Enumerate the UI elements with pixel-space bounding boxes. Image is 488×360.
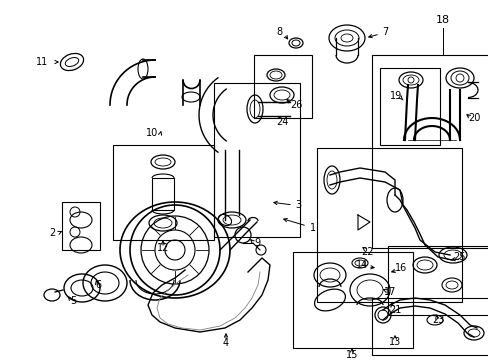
- Text: 12: 12: [157, 243, 169, 253]
- Bar: [316, 148, 461, 302]
- Bar: [214, 83, 299, 237]
- Text: 21: 21: [388, 305, 400, 315]
- Bar: [371, 298, 488, 355]
- Text: 10: 10: [145, 128, 158, 138]
- Text: 11: 11: [36, 57, 48, 67]
- Text: 19: 19: [389, 91, 401, 101]
- Bar: [253, 55, 311, 118]
- Text: 20: 20: [467, 113, 479, 123]
- Text: 8: 8: [275, 27, 282, 37]
- Text: 13: 13: [388, 337, 400, 347]
- Text: 18: 18: [435, 15, 449, 25]
- Text: 16: 16: [394, 263, 407, 273]
- Text: 5: 5: [70, 296, 76, 306]
- Bar: [292, 252, 412, 348]
- Text: 22: 22: [361, 247, 373, 257]
- Bar: [113, 145, 214, 240]
- Text: 4: 4: [223, 338, 228, 348]
- Bar: [62, 202, 100, 250]
- Text: 2: 2: [49, 228, 55, 238]
- Text: 26: 26: [289, 100, 302, 110]
- Text: 3: 3: [294, 200, 301, 210]
- Text: 14: 14: [355, 260, 367, 270]
- Text: 23: 23: [431, 315, 443, 325]
- Bar: [152, 178, 174, 210]
- Text: 6: 6: [95, 280, 101, 290]
- Text: 7: 7: [381, 27, 387, 37]
- Bar: [371, 55, 488, 248]
- Text: 24: 24: [275, 117, 287, 127]
- Text: 15: 15: [345, 350, 357, 360]
- Text: 17: 17: [383, 287, 395, 297]
- Text: 9: 9: [253, 238, 260, 248]
- Text: 1: 1: [309, 223, 315, 233]
- Bar: [387, 246, 488, 315]
- Text: 25: 25: [453, 252, 465, 262]
- Bar: [379, 68, 439, 145]
